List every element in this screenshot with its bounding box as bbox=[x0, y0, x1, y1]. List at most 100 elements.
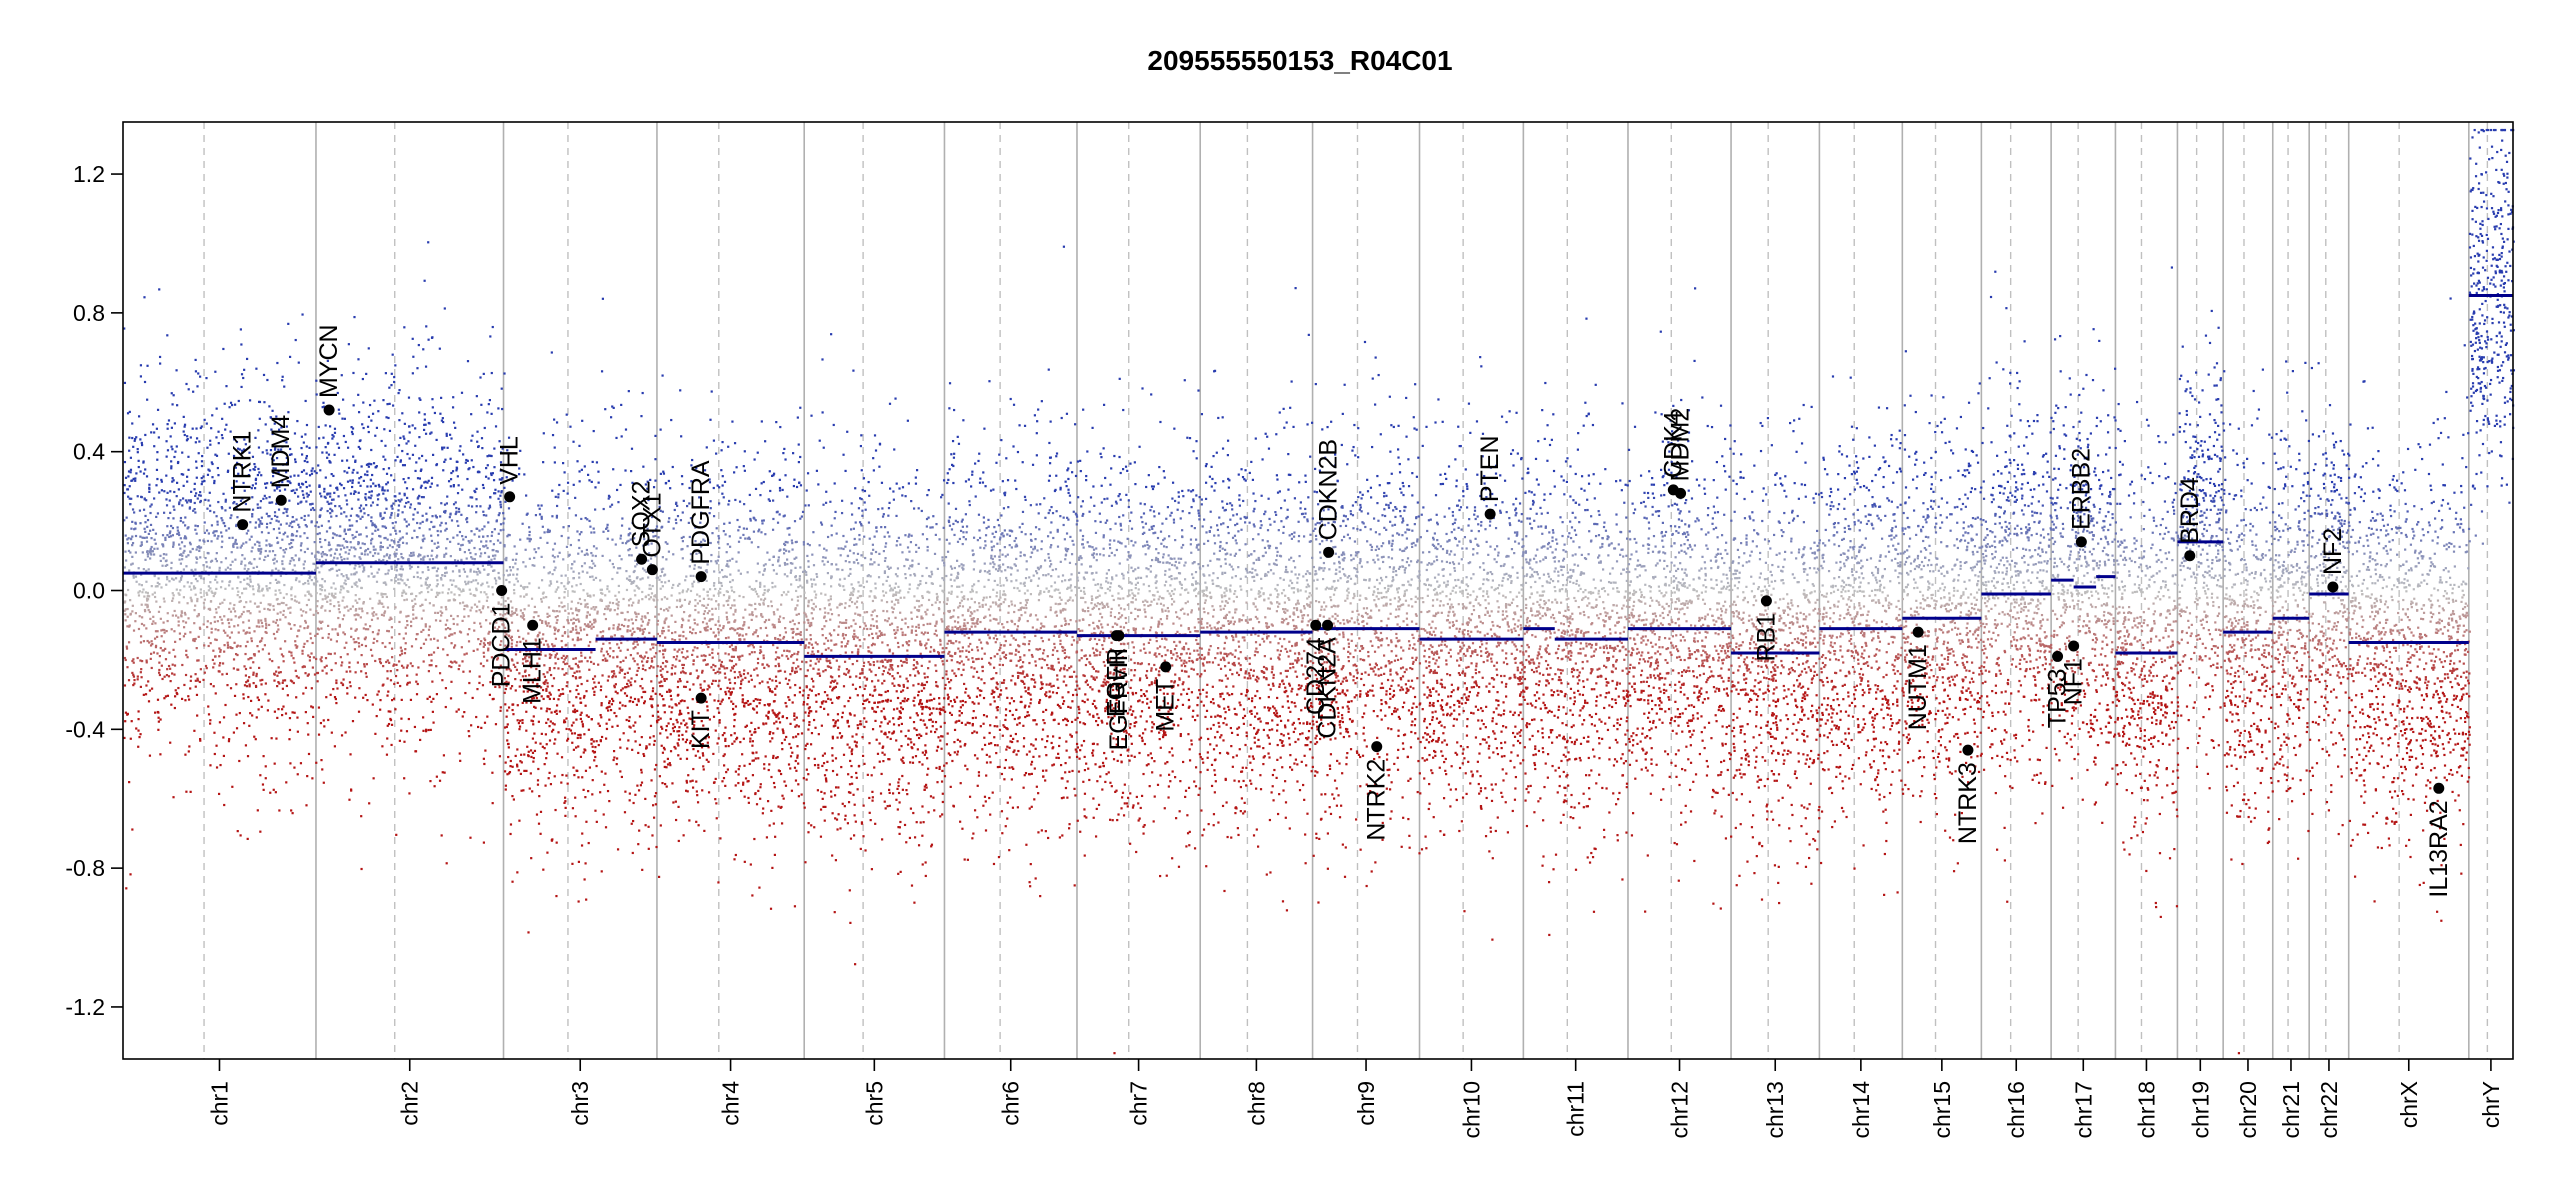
probe-point bbox=[156, 477, 159, 481]
probe-point bbox=[654, 792, 658, 795]
probe-point bbox=[227, 622, 231, 625]
probe-point bbox=[251, 508, 255, 511]
probe-point bbox=[563, 585, 566, 588]
probe-point bbox=[312, 715, 315, 719]
probe-point bbox=[640, 533, 643, 536]
probe-point bbox=[570, 567, 573, 570]
probe-point bbox=[395, 663, 398, 667]
probe-point bbox=[227, 469, 230, 472]
probe-point bbox=[199, 491, 202, 494]
probe-point bbox=[219, 661, 222, 665]
probe-point bbox=[233, 500, 236, 504]
probe-point bbox=[178, 543, 181, 546]
probe-point bbox=[293, 474, 296, 477]
probe-point bbox=[419, 398, 422, 401]
probe-point bbox=[528, 656, 531, 659]
probe-point bbox=[390, 579, 393, 582]
probe-point bbox=[282, 533, 285, 536]
probe-point bbox=[351, 534, 354, 537]
probe-point bbox=[455, 564, 458, 568]
probe-point bbox=[482, 605, 485, 608]
probe-point bbox=[294, 554, 297, 557]
probe-point bbox=[579, 736, 582, 739]
probe-point bbox=[580, 517, 583, 521]
probe-point bbox=[185, 790, 188, 793]
probe-point bbox=[430, 534, 433, 537]
probe-point bbox=[641, 628, 644, 631]
probe-point bbox=[717, 603, 720, 606]
probe-point bbox=[297, 482, 301, 485]
probe-point bbox=[296, 730, 299, 733]
probe-point bbox=[626, 540, 629, 543]
probe-point bbox=[574, 796, 577, 799]
probe-point bbox=[199, 739, 202, 742]
probe-point bbox=[795, 613, 798, 616]
probe-point bbox=[410, 565, 413, 568]
probe-point bbox=[539, 653, 543, 656]
probe-point bbox=[619, 666, 622, 669]
probe-point bbox=[541, 621, 544, 624]
probe-point bbox=[326, 595, 329, 598]
probe-point bbox=[456, 534, 459, 537]
probe-point bbox=[489, 681, 492, 684]
probe-point bbox=[193, 639, 196, 643]
probe-point bbox=[644, 824, 647, 827]
probe-point bbox=[550, 351, 553, 354]
probe-point bbox=[544, 784, 547, 787]
probe-point bbox=[472, 579, 475, 582]
probe-point bbox=[273, 514, 277, 518]
probe-point bbox=[509, 759, 512, 763]
probe-point bbox=[521, 522, 524, 525]
probe-point bbox=[460, 513, 463, 516]
probe-point bbox=[327, 543, 330, 547]
probe-point bbox=[493, 447, 496, 450]
probe-point bbox=[483, 568, 486, 571]
probe-point bbox=[606, 659, 609, 662]
probe-point bbox=[301, 453, 304, 456]
probe-point bbox=[610, 503, 614, 506]
probe-point bbox=[395, 566, 398, 569]
probe-point bbox=[405, 525, 409, 528]
probe-point bbox=[627, 719, 631, 723]
probe-point bbox=[166, 525, 169, 528]
probe-point bbox=[253, 462, 256, 466]
probe-point bbox=[621, 635, 625, 638]
probe-point bbox=[566, 739, 569, 742]
probe-point bbox=[186, 435, 189, 438]
probe-point bbox=[603, 607, 607, 611]
probe-point bbox=[289, 522, 292, 525]
probe-point bbox=[334, 592, 337, 595]
probe-point bbox=[379, 548, 382, 551]
probe-point bbox=[193, 488, 196, 491]
probe-point bbox=[324, 597, 327, 600]
probe-point bbox=[563, 673, 566, 676]
probe-point bbox=[491, 593, 495, 596]
probe-point bbox=[246, 610, 249, 613]
probe-point bbox=[168, 535, 171, 539]
probe-point bbox=[654, 458, 657, 461]
probe-point bbox=[354, 594, 357, 597]
probe-point bbox=[412, 617, 415, 620]
probe-point bbox=[652, 635, 656, 638]
probe-point bbox=[135, 727, 138, 730]
probe-point bbox=[124, 613, 127, 616]
probe-point bbox=[480, 640, 483, 643]
probe-point bbox=[599, 599, 602, 602]
probe-point bbox=[575, 628, 578, 631]
probe-point bbox=[279, 647, 282, 650]
probe-point bbox=[159, 362, 162, 365]
probe-point bbox=[633, 580, 636, 583]
probe-point bbox=[521, 701, 524, 705]
probe-point bbox=[627, 390, 630, 393]
probe-point bbox=[303, 514, 306, 518]
probe-point bbox=[447, 599, 450, 602]
probe-point bbox=[487, 642, 490, 645]
probe-point bbox=[558, 596, 561, 600]
probe-point bbox=[411, 453, 415, 456]
probe-point bbox=[310, 520, 313, 523]
probe-point bbox=[179, 499, 182, 502]
probe-point bbox=[402, 478, 405, 481]
probe-point bbox=[461, 619, 464, 622]
probe-point bbox=[488, 563, 491, 566]
probe-point bbox=[352, 537, 355, 540]
